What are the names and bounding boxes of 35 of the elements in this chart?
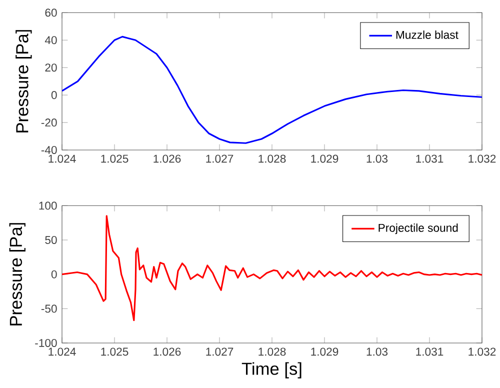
y-axis-title: Pressure [Pa] (9, 223, 26, 326)
y-tick-label: 100 (39, 202, 57, 210)
legend-label: Muzzle blast (396, 30, 458, 39)
x-tick-label: 1.031 (416, 348, 444, 356)
x-tick-label: 1.031 (416, 154, 444, 163)
y-tick-label: 0 (51, 270, 57, 278)
y-tick-label: 40 (44, 36, 57, 44)
x-axis-title: Time [s] (242, 362, 302, 378)
y-axis-title: Pressure [Pa] (16, 30, 32, 132)
y-tick-label: -40 (41, 146, 57, 154)
x-tick-label: 1.028 (258, 154, 286, 163)
x-tick-label: 1.025 (101, 154, 128, 163)
x-tick-label: 1.027 (206, 154, 234, 163)
x-tick-label: 1.029 (311, 154, 338, 163)
x-tick-label: 1.026 (154, 348, 181, 356)
y-tick-label: 20 (45, 64, 57, 72)
y-tick-label: -20 (41, 118, 57, 127)
y-tick-label: 60 (45, 8, 57, 17)
y-tick-label: 50 (45, 236, 57, 244)
y-tick-label: -50 (41, 304, 57, 313)
x-tick-label: 1.027 (206, 348, 234, 356)
y-tick-label: 0 (51, 91, 57, 100)
x-tick-label: 1.028 (258, 348, 286, 356)
x-tick-label: 1.03 (366, 348, 388, 356)
x-tick-label: 1.024 (48, 154, 76, 163)
x-tick-label: 1.026 (154, 154, 181, 163)
x-tick-label: 1.032 (468, 348, 496, 356)
x-tick-label: 1.025 (101, 348, 128, 356)
line-series (62, 215, 482, 322)
x-tick-label: 1.029 (311, 348, 338, 356)
x-tick-label: 1.024 (48, 348, 76, 356)
y-tick-label: -100 (35, 338, 57, 347)
legend-label: Projectile sound (378, 224, 458, 234)
x-tick-label: 1.03 (366, 154, 388, 163)
x-tick-label: 1.032 (468, 154, 496, 163)
